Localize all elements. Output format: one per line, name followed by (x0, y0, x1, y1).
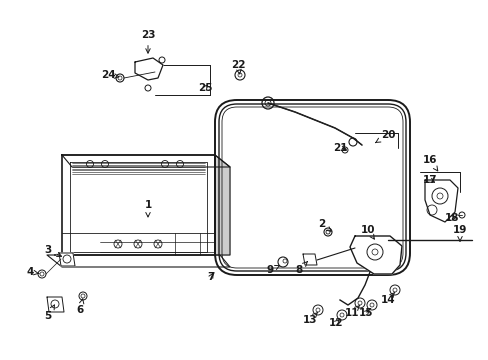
Polygon shape (135, 58, 163, 80)
Polygon shape (59, 253, 75, 266)
Polygon shape (62, 155, 215, 255)
Text: 6: 6 (76, 299, 83, 315)
Text: 10: 10 (360, 225, 374, 239)
Text: 4: 4 (26, 267, 39, 277)
Polygon shape (62, 155, 229, 167)
Text: 8: 8 (295, 261, 307, 275)
Polygon shape (303, 254, 316, 265)
Polygon shape (47, 255, 229, 267)
Text: 21: 21 (332, 143, 346, 153)
Text: 5: 5 (44, 305, 54, 321)
Polygon shape (215, 155, 229, 255)
Polygon shape (349, 236, 401, 274)
Text: 17: 17 (422, 175, 436, 185)
Text: 18: 18 (444, 213, 458, 223)
Text: 22: 22 (230, 60, 245, 74)
Text: 12: 12 (328, 318, 343, 328)
Text: 14: 14 (380, 292, 394, 305)
Text: 24: 24 (101, 70, 119, 80)
Text: 15: 15 (358, 308, 372, 318)
Text: 23: 23 (141, 30, 155, 53)
Text: 13: 13 (302, 312, 317, 325)
Text: 1: 1 (144, 200, 151, 217)
Text: 9: 9 (266, 265, 279, 275)
Polygon shape (424, 180, 457, 222)
Text: 19: 19 (452, 225, 466, 241)
Text: 25: 25 (197, 83, 212, 93)
Text: 20: 20 (375, 130, 394, 143)
Polygon shape (47, 297, 64, 312)
Text: 16: 16 (422, 155, 437, 171)
Text: 7: 7 (207, 272, 214, 282)
Text: 3: 3 (44, 245, 61, 256)
Text: 11: 11 (344, 305, 359, 318)
Text: 2: 2 (318, 219, 330, 231)
